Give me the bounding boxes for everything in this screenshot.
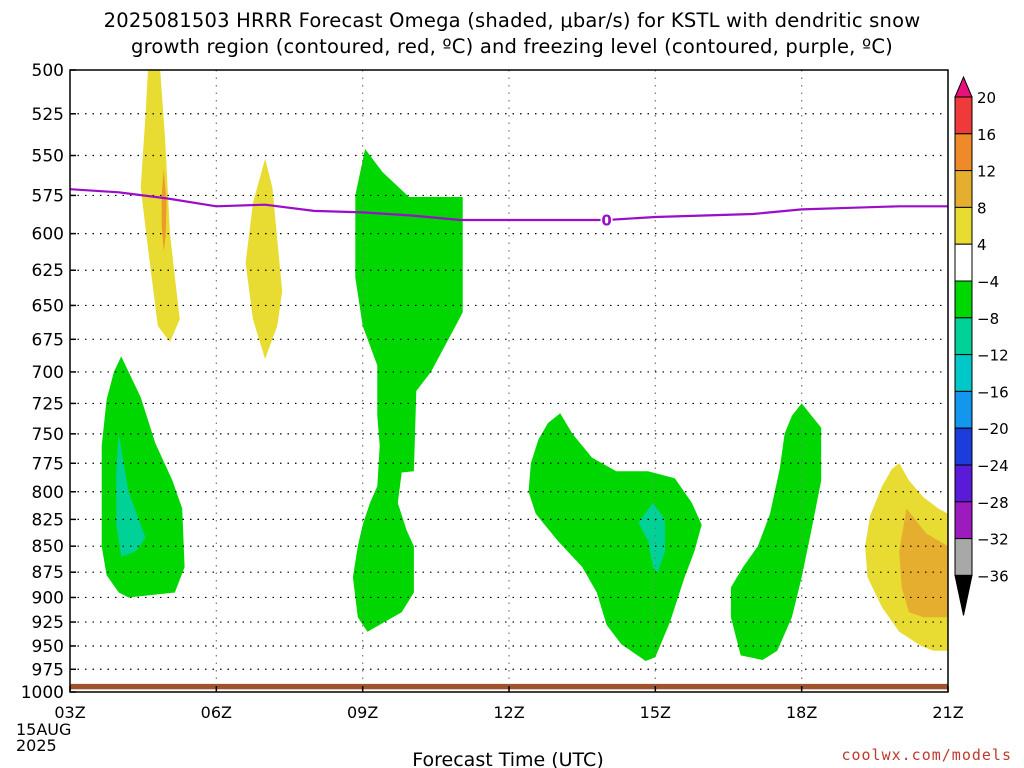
omega-region-10	[899, 508, 948, 618]
omega-region-6	[528, 413, 702, 661]
chart-title-line-1: 2025081503 HRRR Forecast Omega (shaded, …	[103, 9, 921, 32]
colorbar-label-2: 12	[977, 163, 996, 181]
plot-frame	[69, 69, 949, 693]
colorbar-swatch-13	[954, 538, 973, 576]
y-tick-label-18: 950	[32, 637, 64, 657]
colorbar-swatch-5	[954, 243, 973, 282]
y-tick-label-8: 700	[32, 363, 64, 383]
omega-region-1	[161, 168, 167, 252]
y-tick-label-1: 525	[32, 105, 64, 125]
colorbar-swatch-12	[954, 501, 973, 540]
colorbar-label-13: −36	[977, 567, 1009, 585]
y-tick-label-15: 875	[32, 563, 64, 583]
x-tick-label-0: 03Z	[54, 703, 85, 722]
colorbar-swatch-7	[954, 317, 973, 356]
y-tick-label-20: 1000	[21, 683, 64, 703]
omega-region-8	[730, 403, 822, 660]
freezing-level-layer: 0	[69, 188, 948, 230]
omega-region-2	[245, 158, 283, 359]
colorbar-swatch-9	[954, 390, 973, 429]
y-tick-label-12: 800	[32, 483, 64, 503]
chart-title-line-2: growth region (contoured, red, ºC) and f…	[131, 35, 893, 58]
y-tick-label-13: 825	[32, 510, 64, 530]
y-axis: 500 525 550 575 600 625 650 675 700 725 750 775 800 8…	[21, 61, 76, 703]
colorbar-swatch-8	[954, 354, 973, 392]
y-tick-label-4: 600	[32, 225, 64, 245]
y-tick-label-6: 650	[32, 296, 64, 316]
colorbar-swatch-3	[954, 170, 973, 208]
grid-layer	[70, 70, 948, 692]
omega-region-0	[140, 70, 180, 342]
x-tick-label-3: 12Z	[493, 703, 524, 722]
x-axis-title: Forecast Time (UTC)	[412, 749, 603, 768]
y-tick-label-2: 550	[32, 147, 64, 167]
x-tick-label-6: 21Z	[932, 703, 963, 722]
x-tick-label-4: 15Z	[640, 703, 671, 722]
colorbar-label-6: −8	[977, 310, 999, 328]
freezing-level-label: 0	[601, 212, 611, 230]
colorbar: 20 16 12 8 4 −4 −8 −12 −16 −20 −24 −28 −32 −36	[954, 75, 1009, 616]
y-tick-label-14: 850	[32, 537, 64, 557]
colorbar-swatch-6	[954, 280, 973, 319]
y-tick-label-9: 725	[32, 394, 64, 414]
colorbar-label-7: −12	[977, 347, 1009, 365]
colorbar-label-5: −4	[977, 273, 999, 291]
x-start-date-line-0: 15AUG	[16, 720, 71, 739]
freezing-level-label-bg	[600, 212, 613, 228]
x-tick-label-1: 06Z	[201, 703, 232, 722]
y-tick-label-16: 900	[32, 588, 64, 608]
colorbar-label-9: −20	[977, 420, 1009, 438]
x-tick-label-5: 18Z	[786, 703, 817, 722]
omega-region-3	[352, 149, 463, 632]
x-tick-label-2: 09Z	[347, 703, 378, 722]
omega-shading-layer	[101, 70, 948, 661]
colorbar-label-8: −16	[977, 383, 1009, 401]
y-tick-label-11: 775	[32, 454, 64, 474]
x-start-date-line-1: 2025	[16, 736, 57, 755]
colorbar-swatch-4	[954, 206, 973, 245]
colorbar-label-12: −32	[977, 531, 1009, 549]
colorbar-label-10: −24	[977, 457, 1009, 475]
y-tick-label-7: 675	[32, 330, 64, 350]
colorbar-label-4: 4	[977, 236, 987, 254]
colorbar-swatch-11	[954, 464, 973, 503]
y-tick-label-10: 750	[32, 425, 64, 445]
colorbar-top-arrow	[954, 75, 973, 98]
colorbar-swatch-2	[954, 133, 973, 172]
y-tick-label-17: 925	[32, 613, 64, 633]
chart-title: 2025081503 HRRR Forecast Omega (shaded, …	[0, 8, 1024, 60]
omega-region-4	[101, 356, 185, 598]
colorbar-label-1: 16	[977, 126, 996, 144]
colorbar-label-3: 8	[977, 199, 987, 217]
colorbar-swatch-10	[954, 427, 973, 466]
omega-region-5	[116, 433, 146, 557]
y-tick-label-3: 575	[32, 186, 64, 206]
credit-link[interactable]: coolwx.com/models	[841, 746, 1012, 764]
y-tick-label-19: 975	[32, 660, 64, 680]
y-tick-label-0: 500	[32, 61, 64, 81]
freezing-level-line	[69, 188, 948, 222]
colorbar-swatch-1	[954, 96, 973, 135]
omega-region-7	[638, 502, 666, 573]
colorbar-label-0: 20	[977, 89, 996, 107]
y-tick-label-5: 625	[32, 261, 64, 281]
colorbar-bottom-arrow	[954, 574, 973, 616]
colorbar-label-11: −28	[977, 494, 1009, 512]
